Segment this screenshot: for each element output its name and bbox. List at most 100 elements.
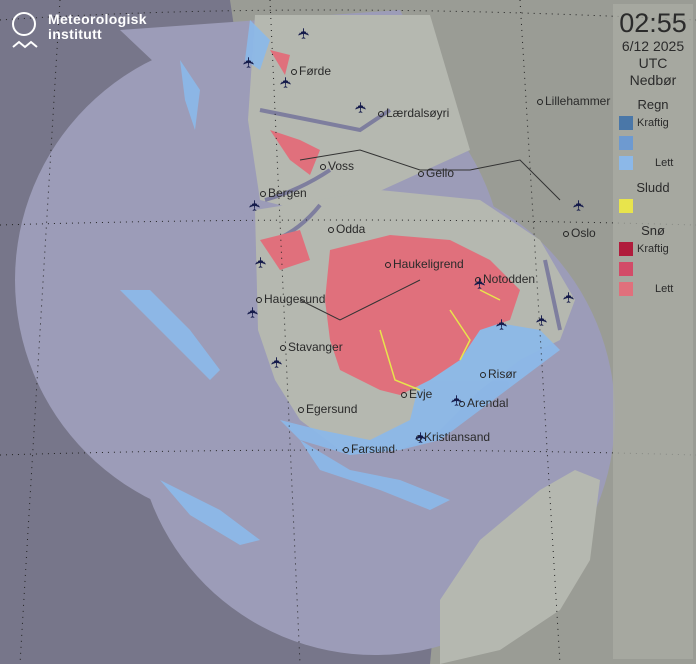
city-marker-icon [280, 344, 286, 351]
legend-item [619, 260, 693, 278]
city-name: Egersund [306, 402, 358, 416]
city-name: Stavanger [288, 340, 343, 354]
precipitation-rain [120, 20, 560, 545]
legend-item: Kraftig [619, 240, 693, 258]
airplane-icon: ✈ [533, 314, 551, 327]
legend-item-label: Kraftig [637, 243, 669, 255]
city-name: Førde [299, 64, 332, 78]
city-marker-icon [260, 190, 266, 197]
airplane-icon: ✈ [246, 199, 264, 212]
city-label: Geilo [418, 166, 454, 180]
borders [299, 149, 561, 321]
city-marker-icon [480, 371, 486, 378]
city-label: Haukeligrend [385, 257, 464, 271]
legend-item-label: Lett [655, 157, 674, 169]
city-label: Odda [328, 222, 365, 236]
airplane-icon: ✈ [493, 318, 511, 331]
legend-date: 6/12 2025 [621, 38, 685, 54]
city-name: Oslo [571, 226, 596, 240]
city-name: Farsund [351, 442, 396, 456]
legend-timezone: UTC [638, 55, 668, 71]
city-marker-icon [416, 434, 422, 441]
airplane-icon: ✈ [448, 394, 466, 407]
legend-time: 02:55 [619, 8, 687, 38]
city-marker-icon [320, 163, 326, 170]
city-marker-icon [385, 261, 391, 268]
city-marker-icon [298, 406, 304, 413]
airplane-icon: ✈ [412, 431, 430, 444]
legend-swatch [619, 262, 633, 276]
precipitation-sleet [379, 289, 501, 391]
city-name: Lærdalsøyri [386, 106, 450, 120]
city-label: Haugesund [256, 292, 325, 306]
city-name: Geilo [426, 166, 455, 180]
legend-item-label: Lett [655, 283, 674, 295]
legend-section-label: Regn [637, 97, 669, 112]
city-label: Risør [480, 367, 517, 381]
city-label: Oslo [563, 226, 596, 240]
city-name: Notodden [483, 272, 536, 286]
city-marker-icon [291, 68, 297, 75]
city-name: Odda [336, 222, 366, 236]
legend-panel: 02:55 6/12 2025 UTC Nedbør Regn Kraftig Le… [613, 4, 693, 659]
city-label: Evje [401, 387, 432, 401]
legend-swatch [619, 282, 633, 296]
city-marker-icon [459, 400, 465, 407]
city-label: Voss [320, 159, 354, 173]
airplane-icon: ✈ [471, 277, 489, 290]
city-name: Evje [409, 387, 433, 401]
city-name: Arendal [467, 396, 509, 410]
airplane-icon: ✈ [295, 27, 313, 40]
legend-title: Nedbør [629, 72, 677, 88]
legend-item [619, 134, 693, 152]
airplane-icon: ✈ [570, 199, 588, 212]
logo-line1: Meteorologisk [48, 11, 147, 27]
city-name: Haukeligrend [393, 257, 464, 271]
legend-item: Lett [619, 280, 693, 298]
city-marker-icon [378, 110, 384, 117]
airplane-icon: ✈ [268, 356, 286, 369]
city-name: Bergen [268, 186, 307, 200]
city-label: Bergen [260, 186, 307, 200]
legend-swatch [619, 199, 633, 213]
city-label: Lærdalsøyri [378, 106, 449, 120]
airplane-icon: ✈ [277, 76, 295, 89]
airplane-icon: ✈ [560, 291, 578, 304]
city-label: Egersund [298, 402, 357, 416]
city-label: Kristiansand [416, 430, 490, 444]
legend-swatch [619, 242, 633, 256]
logo-line2: institutt [48, 26, 103, 42]
city-marker-icon [537, 98, 543, 105]
city-name: Voss [328, 159, 355, 173]
met-logo[interactable]: Meteorologisk institutt [12, 12, 147, 54]
city-marker-icon [343, 446, 349, 453]
city-marker-icon [328, 226, 334, 233]
city-name: Lillehammer [545, 94, 611, 108]
legend-swatch [619, 156, 633, 170]
city-name: Kristiansand [424, 430, 491, 444]
legend-item [619, 197, 693, 215]
airplane-icon: ✈ [352, 101, 370, 114]
city-label: Farsund [343, 442, 395, 456]
legend-swatch [619, 136, 633, 150]
airplane-icon: ✈ [252, 256, 270, 269]
city-marker-icon [475, 276, 481, 283]
legend-item-label: Kraftig [637, 117, 669, 129]
legend-swatch [619, 116, 633, 130]
city-marker-icon [563, 230, 569, 237]
legend-section-label: Snø [641, 223, 665, 238]
met-logo-icon [12, 12, 38, 54]
city-name: Haugesund [264, 292, 326, 306]
city-marker-icon [401, 391, 407, 398]
city-label: Lillehammer [537, 94, 610, 108]
city-label: Førde [291, 64, 331, 78]
legend-item: Lett [619, 154, 693, 172]
city-label: Arendal [459, 396, 508, 410]
city-marker-icon [418, 170, 424, 177]
precipitation-snow [260, 50, 520, 395]
city-label: Notodden [475, 272, 535, 286]
city-name: Risør [488, 367, 517, 381]
city-marker-icon [256, 296, 262, 303]
